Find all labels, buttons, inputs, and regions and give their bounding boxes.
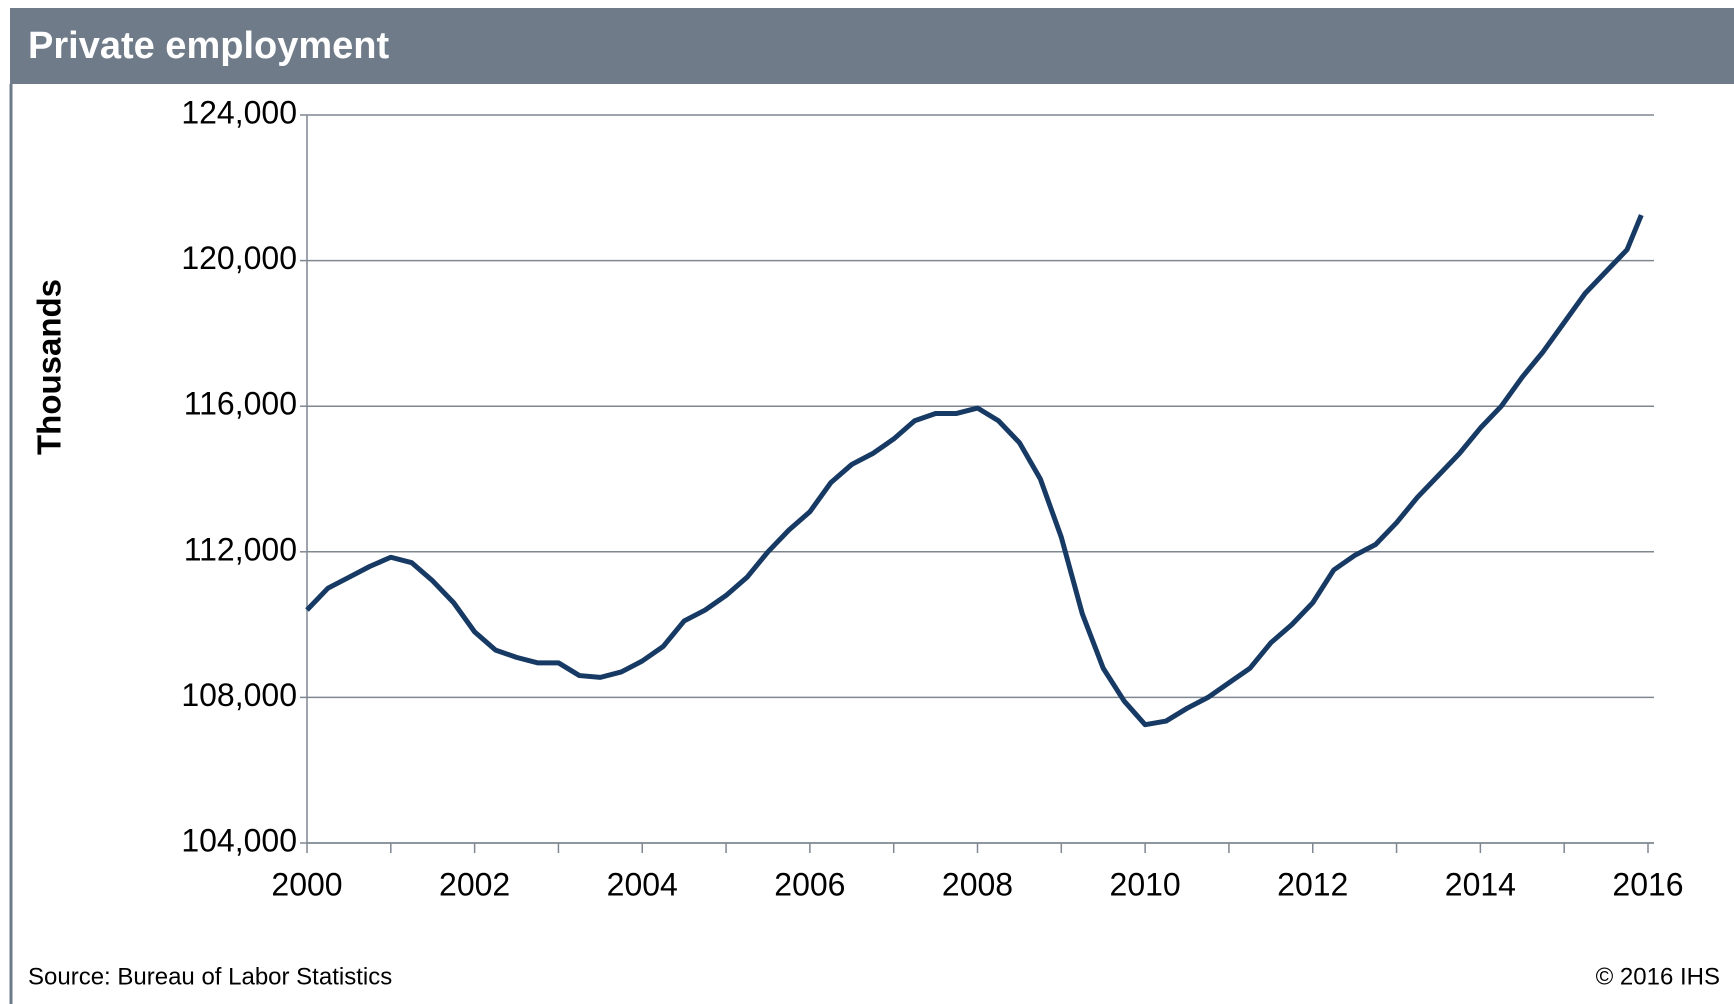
y-tick-label: 108,000 <box>181 677 297 713</box>
x-tick-label: 2016 <box>1612 866 1683 902</box>
x-tick-label: 2002 <box>439 866 510 902</box>
x-tick-label: 2000 <box>271 866 342 902</box>
y-axis-label: Thousands <box>31 279 68 455</box>
copyright: © 2016 IHS <box>1596 963 1720 990</box>
x-tick-label: 2012 <box>1277 866 1348 902</box>
x-tick-label: 2010 <box>1110 866 1181 902</box>
y-tick-label: 116,000 <box>184 386 297 422</box>
x-tick-label: 2014 <box>1445 866 1516 902</box>
source: Source: Bureau of Labor Statistics <box>28 963 392 990</box>
x-tick-label: 2004 <box>607 866 678 902</box>
y-tick-label: 104,000 <box>181 822 297 858</box>
x-tick-label: 2006 <box>774 866 845 902</box>
y-tick-label: 120,000 <box>181 240 297 276</box>
chart-title: Private employment <box>28 25 389 67</box>
y-tick-label: 124,000 <box>181 94 297 130</box>
data-line <box>305 214 1644 728</box>
header-bar <box>10 8 1734 84</box>
y-tick-label: 112,000 <box>184 531 297 567</box>
x-tick-label: 2008 <box>942 866 1013 902</box>
